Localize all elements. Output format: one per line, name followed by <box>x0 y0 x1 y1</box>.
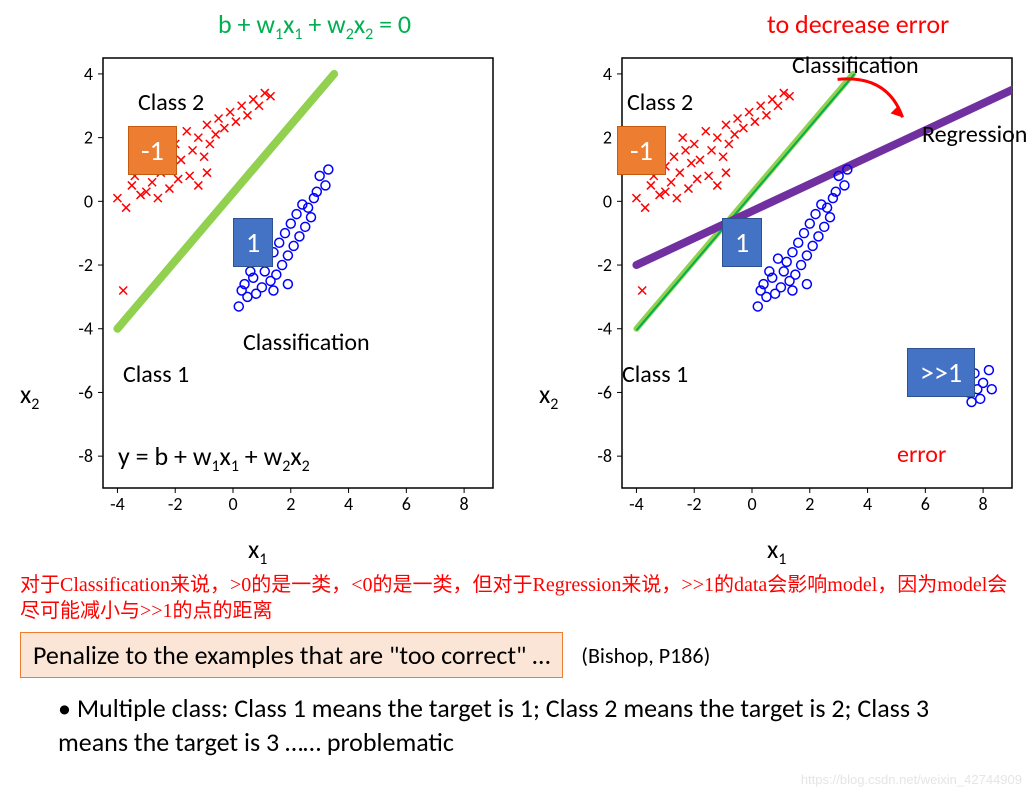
charts-row: b + w1x1 + w2x2 = 0 -4 -2 0 2 4 6 8 -8 -6 -4 -2 0 2 4… <box>8 8 1026 568</box>
right-chart-wrap: to decrease error -4 -2 0 2 4 6 8 -8 -6 -4 -2 0 2 4 x… <box>527 8 1026 568</box>
badge-neg1-left: -1 <box>128 126 177 175</box>
y-axis-label-right: x2 <box>539 378 558 414</box>
title-red: to decrease error <box>767 8 949 40</box>
class1-label-right: Class 1 <box>622 360 688 389</box>
svg-text:4: 4 <box>603 63 612 85</box>
svg-text:6: 6 <box>402 493 411 515</box>
svg-text:-4: -4 <box>629 493 644 515</box>
left-chart-wrap: b + w1x1 + w2x2 = 0 -4 -2 0 2 4 6 8 -8 -6 -4 -2 0 2 4… <box>8 8 507 568</box>
svg-text:2: 2 <box>84 127 93 149</box>
y-axis-label-left: x2 <box>20 378 39 414</box>
svg-text:0: 0 <box>228 493 237 515</box>
badge-pos1-left: 1 <box>233 218 273 267</box>
watermark: https://blog.csdn.net/weixin_42744909 <box>801 772 1022 787</box>
svg-text:0: 0 <box>84 190 93 212</box>
svg-text:-4: -4 <box>78 318 93 340</box>
bullet-text: • Multiple class: Class 1 means the targ… <box>58 692 986 760</box>
svg-text:-4: -4 <box>597 318 612 340</box>
class2-label-right: Class 2 <box>627 88 693 117</box>
x-axis-label-left: x1 <box>248 533 267 569</box>
svg-text:-2: -2 <box>597 254 612 276</box>
svg-text:-6: -6 <box>597 381 612 403</box>
badge-gg1: >>1 <box>907 348 975 397</box>
svg-text:-2: -2 <box>78 254 93 276</box>
badge-neg1-right: -1 <box>617 126 666 175</box>
equation-green: b + w1x1 + w2x2 = 0 <box>218 8 411 44</box>
badge-pos1-right: 1 <box>722 218 762 267</box>
citation: (Bishop, P186) <box>581 642 710 669</box>
svg-text:0: 0 <box>603 190 612 212</box>
svg-text:-2: -2 <box>168 493 183 515</box>
svg-text:6: 6 <box>921 493 930 515</box>
svg-text:8: 8 <box>460 493 469 515</box>
class1-label-left: Class 1 <box>123 360 189 389</box>
error-label: error <box>897 440 946 469</box>
svg-text:4: 4 <box>344 493 353 515</box>
regression-label-right: Regression <box>922 120 1027 149</box>
penalize-box: Penalize to the examples that are "too c… <box>20 632 563 678</box>
svg-text:4: 4 <box>863 493 872 515</box>
svg-text:4: 4 <box>84 63 93 85</box>
classification-label-right: Classification <box>792 51 919 80</box>
svg-text:-8: -8 <box>78 445 93 467</box>
svg-text:-4: -4 <box>110 493 125 515</box>
x-axis-label-right: x1 <box>767 533 786 569</box>
chinese-note: 对于Classification来说，>0的是一类，<0的是一类，但对于Regr… <box>20 572 1014 624</box>
svg-text:2: 2 <box>286 493 295 515</box>
svg-text:-6: -6 <box>78 381 93 403</box>
svg-text:2: 2 <box>805 493 814 515</box>
svg-text:2: 2 <box>603 127 612 149</box>
svg-text:8: 8 <box>979 493 988 515</box>
equation-black: y = b + w1x1 + w2x2 <box>118 440 310 476</box>
svg-text:0: 0 <box>747 493 756 515</box>
bullet-content: Multiple class: Class 1 means the target… <box>58 692 929 758</box>
penalize-row: Penalize to the examples that are "too c… <box>20 632 1014 678</box>
svg-text:-8: -8 <box>597 445 612 467</box>
svg-text:-2: -2 <box>687 493 702 515</box>
class2-label-left: Class 2 <box>138 88 204 117</box>
classification-label-left: Classification <box>243 328 370 357</box>
